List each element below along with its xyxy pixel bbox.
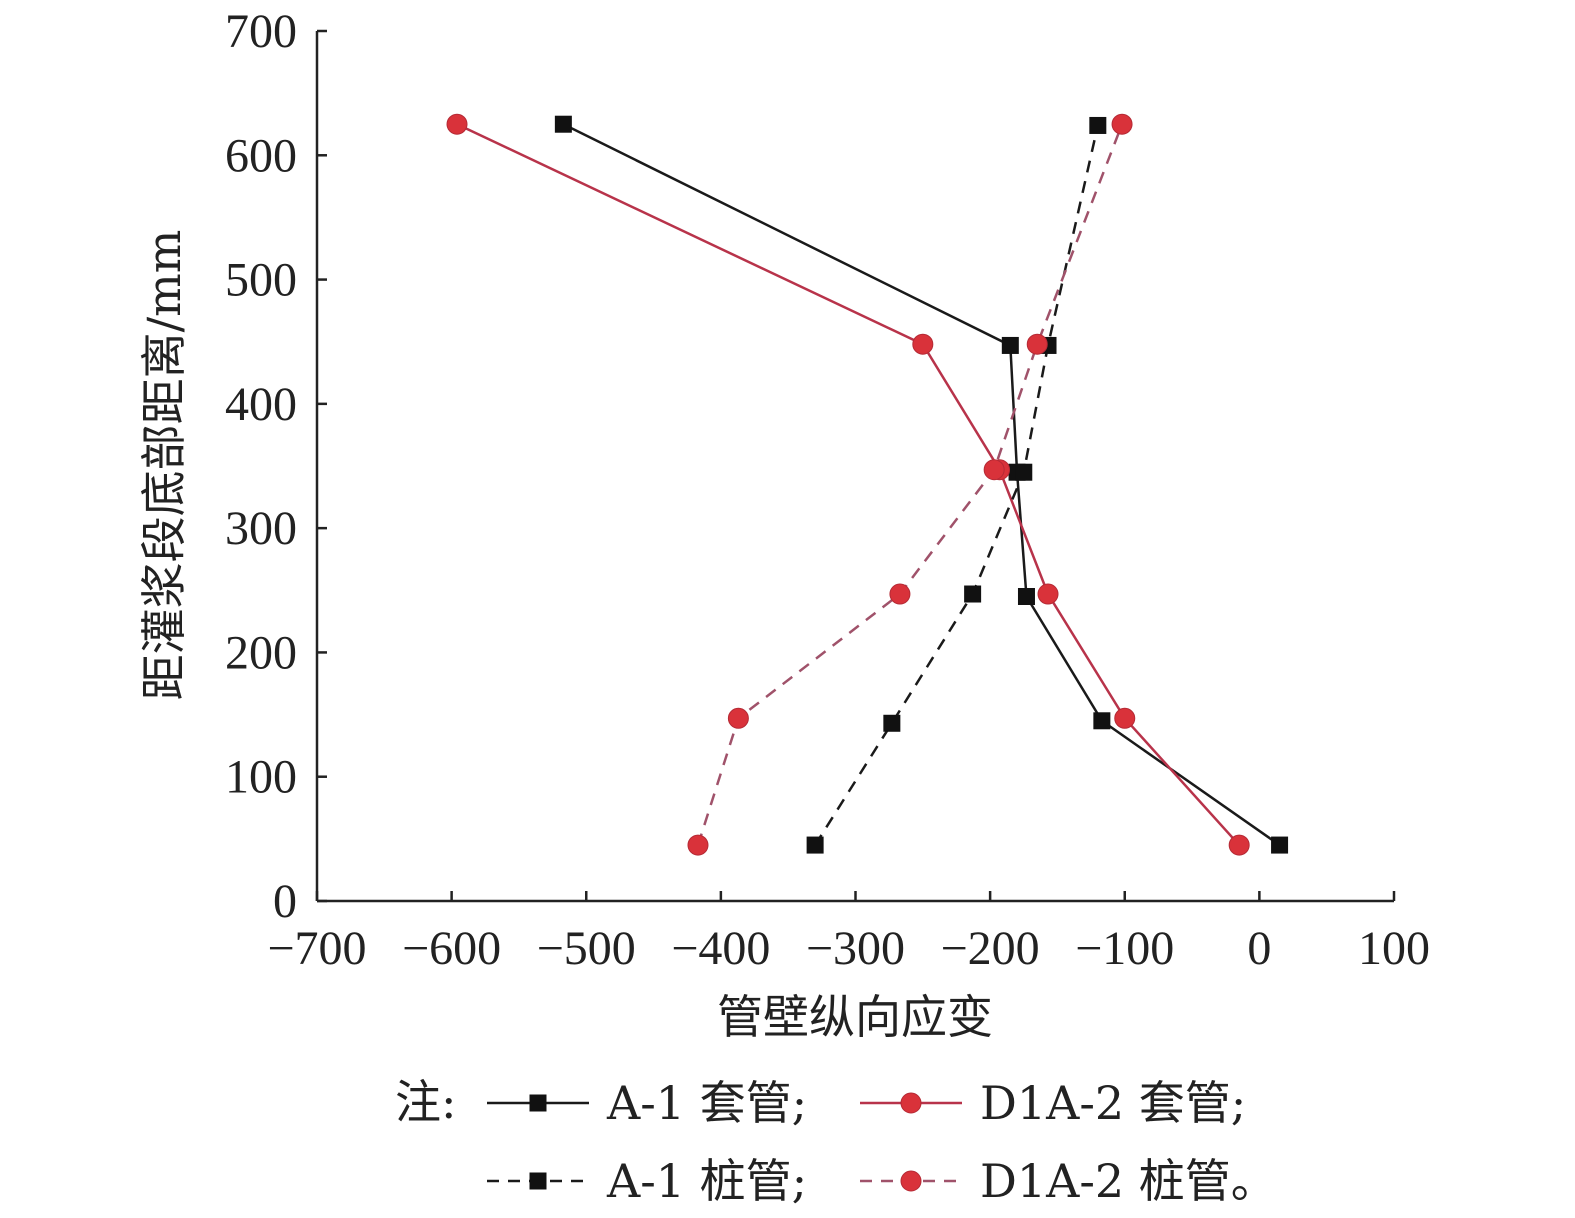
x-axis-ticks: −700 −600 −500 −400 −300 −200 −100 0 100	[267, 891, 1430, 975]
series-2	[446, 113, 1250, 856]
legend-label: D1A-2 套管;	[980, 1076, 1246, 1130]
y-tick-label: 400	[225, 378, 297, 431]
legend-item: A-1 套管;	[487, 1076, 807, 1130]
data-point	[1111, 113, 1133, 135]
series-line	[696, 123, 1124, 846]
legend-item: D1A-2 桩管。	[860, 1154, 1277, 1208]
y-tick-label: 600	[225, 129, 297, 182]
y-tick-label: 200	[225, 626, 297, 679]
data-point	[964, 585, 982, 603]
data-point	[1228, 834, 1250, 856]
plot-area: −700 −600 −500 −400 −300 −200 −100 0 100 0 100 200…	[225, 5, 1430, 975]
legend-label: A-1 桩管;	[606, 1154, 807, 1208]
legend-swatch-marker	[529, 1172, 547, 1190]
x-tick-label: 100	[1358, 922, 1430, 975]
y-tick-label: 100	[225, 751, 297, 804]
y-tick-label: 300	[225, 502, 297, 555]
x-tick-label: −600	[402, 922, 501, 975]
series-layer	[446, 113, 1289, 856]
y-axis-title: 距灌浆段底部距离/mm	[137, 230, 191, 701]
series-1	[554, 115, 1289, 854]
legend-label: A-1 套管;	[606, 1076, 807, 1130]
y-axis-ticks: 0 100 200 300 400 500 600 700	[225, 5, 327, 928]
series-line	[562, 123, 1281, 847]
data-point	[1001, 336, 1019, 354]
x-tick-label: −100	[1075, 922, 1174, 975]
data-point	[1093, 712, 1111, 730]
x-tick-label: 0	[1247, 922, 1271, 975]
legend: 注: A-1 套管; D1A-2 套管; A-1 桩管; D1A-2 桩管。	[395, 1075, 1277, 1208]
x-tick-label: −200	[941, 922, 1040, 975]
x-axis-title: 管壁纵向应变	[717, 990, 993, 1044]
legend-item: A-1 桩管;	[487, 1154, 807, 1208]
legend-item: D1A-2 套管;	[860, 1076, 1246, 1130]
series-line	[814, 125, 1100, 846]
x-tick-label: −700	[267, 922, 366, 975]
data-point	[1017, 588, 1035, 605]
x-tick-label: −500	[537, 922, 636, 975]
data-point	[1026, 333, 1048, 355]
legend-swatch-marker	[529, 1094, 547, 1112]
data-point	[1114, 707, 1136, 729]
legend-label: D1A-2 桩管。	[980, 1154, 1277, 1208]
data-point	[1015, 463, 1033, 481]
data-point	[983, 459, 1005, 481]
y-tick-label: 0	[273, 875, 297, 928]
data-point	[806, 836, 824, 854]
series-3	[806, 116, 1107, 854]
x-tick-label: −300	[806, 922, 905, 975]
legend-swatch-marker	[900, 1170, 922, 1192]
legend-swatch-marker	[900, 1092, 922, 1114]
data-point	[1037, 583, 1059, 605]
series-line	[456, 123, 1241, 846]
x-tick-label: −400	[671, 922, 770, 975]
data-point	[446, 113, 468, 135]
y-tick-label: 500	[225, 254, 297, 307]
data-point	[883, 714, 901, 732]
data-point	[1271, 836, 1289, 854]
y-tick-label: 700	[225, 5, 297, 58]
data-point	[727, 707, 749, 729]
data-point	[687, 834, 709, 856]
legend-prefix: 注:	[395, 1075, 457, 1129]
series-4	[687, 113, 1133, 856]
data-point	[889, 583, 911, 605]
data-point	[912, 333, 934, 355]
data-point	[554, 115, 572, 133]
data-point	[1089, 116, 1107, 134]
